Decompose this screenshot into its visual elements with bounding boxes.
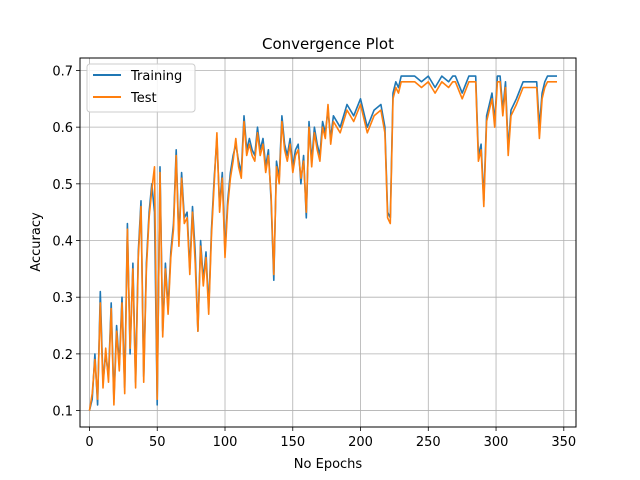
series-lines	[88, 75, 557, 411]
chart-title: Convergence Plot	[262, 35, 394, 53]
grid-lines	[80, 58, 576, 427]
plot-frame	[79, 57, 577, 428]
y-tick-label: 0.5	[52, 178, 73, 193]
y-tick-label: 0.2	[52, 348, 73, 363]
y-tick-label: 0.7	[52, 64, 73, 79]
x-tick-label: 50	[149, 435, 166, 450]
x-tick-label: 100	[213, 435, 238, 450]
x-tick-label: 350	[551, 435, 576, 450]
x-axis-label: No Epochs	[294, 457, 363, 472]
x-tick-label: 300	[484, 435, 509, 450]
x-tick-label: 250	[416, 435, 441, 450]
y-axis-ticks: 0.1 0.2 0.3 0.4 0.5 0.6 0.7	[52, 64, 80, 420]
legend-label-test: Test	[130, 91, 157, 106]
y-tick-label: 0.3	[52, 291, 73, 306]
y-axis-label: Accuracy	[29, 212, 44, 272]
x-tick-label: 0	[85, 435, 93, 450]
x-axis-ticks: 0 50 100 150 200 250 300 350	[85, 427, 576, 450]
series-line-test	[88, 81, 557, 411]
y-tick-label: 0.6	[52, 121, 73, 136]
y-tick-label: 0.4	[52, 235, 73, 250]
legend: Training Test	[86, 63, 196, 113]
y-tick-label: 0.1	[52, 405, 73, 420]
x-tick-label: 200	[348, 435, 373, 450]
x-tick-label: 150	[280, 435, 305, 450]
legend-label-training: Training	[130, 69, 182, 84]
